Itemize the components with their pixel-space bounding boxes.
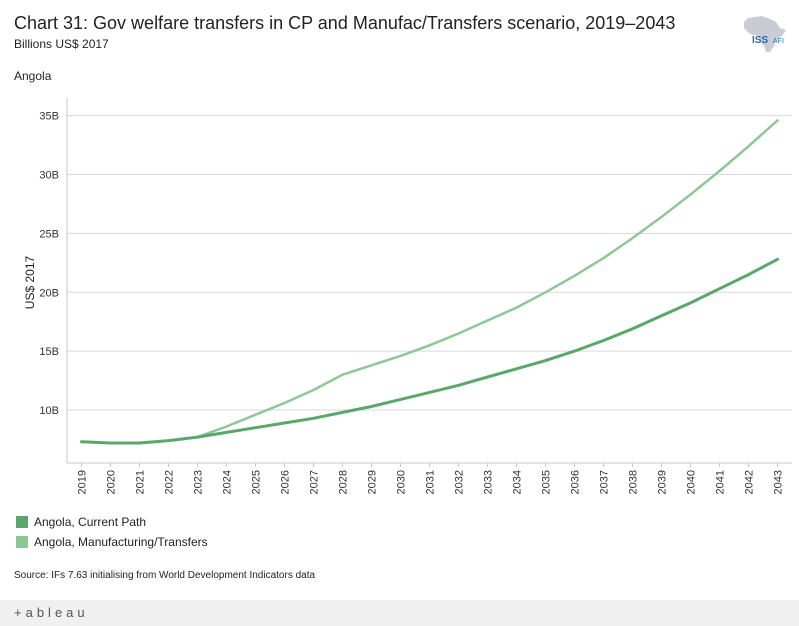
logo-text-secondary: AFI (773, 38, 784, 45)
x-tick-label: 2033 (483, 470, 495, 494)
labels-layer: 10B 15B 20B 25B 30B 35B US$ 2017 2019 2020 2021 20… (23, 111, 785, 495)
tableau-logo-icon[interactable]: +ableau (14, 605, 89, 620)
x-tick-label: 2027 (309, 470, 321, 494)
africa-map-icon: ISS AFI (744, 16, 786, 52)
y-tick-label: 20B (39, 287, 59, 299)
series-line-manufacturing-transfers[interactable] (80, 119, 779, 445)
legend: Angola, Current Path Angola, Manufacturi… (16, 512, 208, 552)
legend-swatch-current-path (16, 516, 28, 528)
x-tick-label: 2028 (338, 470, 350, 494)
chart-subtitle: Billions US$ 2017 (14, 37, 109, 51)
y-tick-label: 10B (39, 405, 59, 417)
x-tick-label: 2031 (425, 470, 437, 494)
series-layer (80, 119, 779, 445)
x-tick-label: 2023 (193, 470, 205, 494)
x-tick-label: 2034 (512, 470, 524, 494)
x-tick-label: 2042 (744, 470, 756, 494)
axes-layer (66, 98, 792, 467)
logo-text: ISS (752, 35, 768, 46)
x-tick-label: 2038 (628, 470, 640, 494)
tableau-footer: +ableau (0, 600, 799, 626)
source-note: Source: IFs 7.63 initialising from World… (14, 570, 316, 581)
y-tick-label: 25B (39, 228, 59, 240)
y-tick-label: 30B (39, 170, 59, 182)
grid-layer (67, 115, 792, 411)
x-tick-label: 2021 (135, 470, 147, 494)
x-tick-label: 2024 (222, 470, 234, 494)
y-axis-title: US$ 2017 (23, 255, 37, 309)
legend-swatch-manufacturing-transfers (16, 536, 28, 548)
x-tick-label: 2029 (367, 470, 379, 494)
x-tick-label: 2022 (164, 470, 176, 494)
x-tick-label: 2032 (454, 470, 466, 494)
x-tick-label: 2035 (541, 470, 553, 494)
region-label: Angola (14, 69, 52, 83)
legend-label-current-path: Angola, Current Path (34, 515, 147, 529)
x-tick-label: 2040 (686, 470, 698, 494)
x-tick-label: 2037 (599, 470, 611, 494)
legend-item-manufacturing-transfers[interactable]: Angola, Manufacturing/Transfers (16, 532, 208, 552)
y-tick-label: 15B (39, 346, 59, 358)
x-tick-label: 2043 (773, 470, 785, 494)
legend-item-current-path[interactable]: Angola, Current Path (16, 512, 208, 532)
x-tick-label: 2020 (106, 470, 118, 494)
series-line-current-path[interactable] (80, 257, 779, 445)
chart-title: Chart 31: Gov welfare transfers in CP an… (14, 13, 676, 33)
y-tick-label: 35B (39, 111, 59, 123)
x-tick-label: 2036 (570, 470, 582, 494)
x-tick-label: 2041 (715, 470, 727, 494)
line-chart: 10B 15B 20B 25B 30B 35B US$ 2017 2019 2020 2021 20… (23, 98, 792, 495)
x-tick-label: 2030 (396, 470, 408, 494)
x-tick-label: 2019 (77, 470, 89, 494)
x-tick-label: 2026 (280, 470, 292, 494)
x-tick-label: 2039 (657, 470, 669, 494)
x-tick-label: 2025 (251, 470, 263, 494)
legend-label-manufacturing-transfers: Angola, Manufacturing/Transfers (34, 535, 208, 549)
